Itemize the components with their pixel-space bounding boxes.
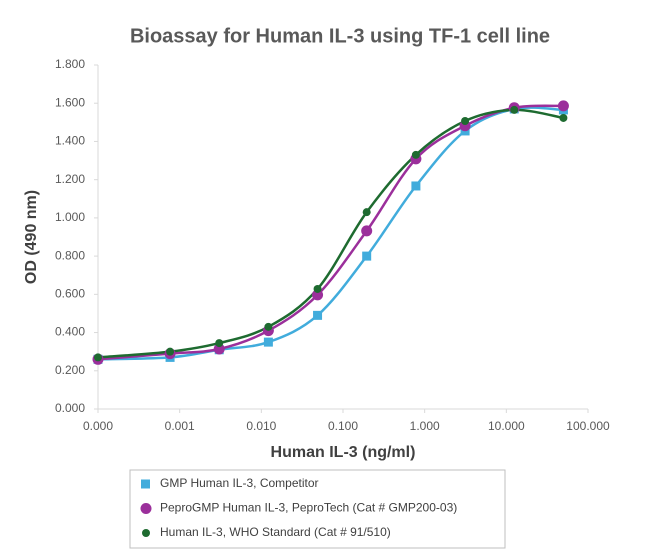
x-tick-label: 0.100 xyxy=(328,419,358,433)
x-tick-label: 100.000 xyxy=(566,419,610,433)
legend-marker xyxy=(142,529,150,537)
marker xyxy=(213,343,225,355)
y-tick-label: 1.000 xyxy=(55,210,85,224)
marker xyxy=(362,208,371,217)
marker xyxy=(313,310,323,320)
y-tick-label: 0.600 xyxy=(55,287,85,301)
marker xyxy=(461,116,470,125)
legend-label: PeproGMP Human IL-3, PeproTech (Cat # GM… xyxy=(160,501,457,515)
marker xyxy=(215,339,224,348)
x-tick-label: 10.000 xyxy=(488,419,525,433)
x-axis-title: Human IL-3 (ng/ml) xyxy=(271,444,416,461)
x-tick-label: 0.000 xyxy=(83,419,113,433)
fit-curve xyxy=(97,108,564,359)
y-tick-label: 1.800 xyxy=(55,57,85,71)
legend-marker xyxy=(141,479,150,489)
y-tick-label: 0.200 xyxy=(55,363,85,377)
legend-marker xyxy=(140,503,152,514)
legend-label: Human IL-3, WHO Standard (Cat # 91/510) xyxy=(160,525,391,539)
marker xyxy=(263,337,273,347)
y-tick-label: 0.800 xyxy=(55,248,85,262)
chart-title: Bioassay for Human IL-3 using TF-1 cell … xyxy=(130,25,550,47)
y-axis-title: OD (490 nm) xyxy=(23,190,40,284)
x-tick-label: 0.010 xyxy=(246,419,276,433)
y-tick-label: 1.600 xyxy=(55,95,85,109)
marker xyxy=(557,100,569,112)
marker xyxy=(510,105,519,114)
marker xyxy=(94,353,102,362)
y-tick-label: 1.200 xyxy=(55,172,85,186)
marker xyxy=(559,113,568,122)
fit-curve xyxy=(97,104,564,361)
marker xyxy=(166,347,175,356)
marker xyxy=(361,225,373,237)
y-tick-label: 0.000 xyxy=(55,401,85,415)
marker xyxy=(313,284,322,293)
y-tick-label: 0.400 xyxy=(55,325,85,339)
marker xyxy=(264,322,273,331)
marker xyxy=(312,289,324,301)
legend-box xyxy=(129,469,506,549)
legend-label: GMP Human IL-3, Competitor xyxy=(160,476,319,490)
marker xyxy=(411,181,421,191)
marker xyxy=(362,251,372,261)
fit-curve xyxy=(97,106,564,361)
y-tick-label: 1.400 xyxy=(55,134,85,148)
x-tick-label: 0.001 xyxy=(165,419,195,433)
marker xyxy=(411,150,420,159)
x-tick-label: 1.000 xyxy=(410,419,440,433)
